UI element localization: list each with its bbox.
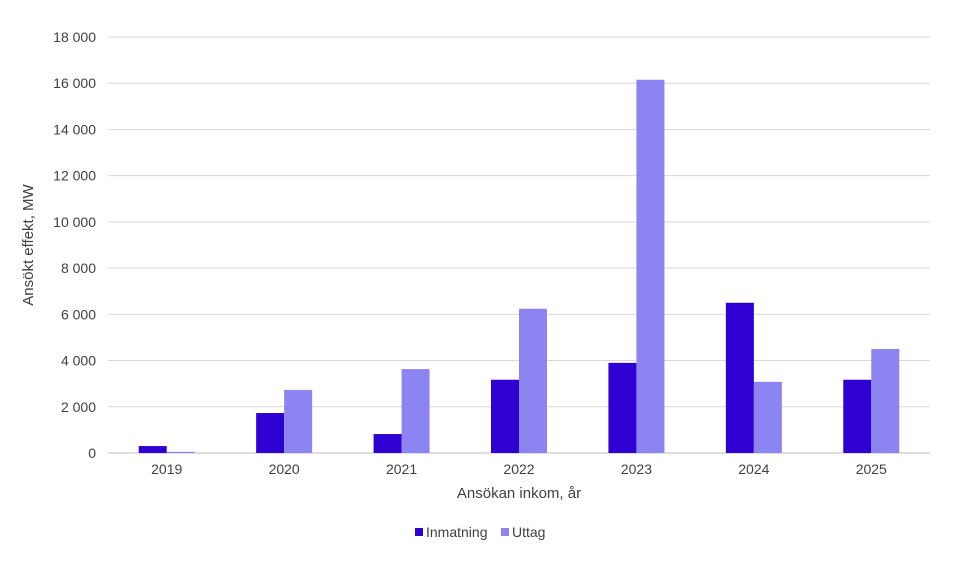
y-tick-label: 6 000 — [61, 306, 96, 322]
gridlines — [108, 36, 930, 454]
y-tick-label: 12 000 — [53, 168, 96, 184]
x-tick-label: 2019 — [151, 461, 182, 477]
legend-swatch-inmatning — [415, 528, 423, 536]
y-tick-label: 8 000 — [61, 260, 96, 276]
bar-inmatning-2020 — [256, 413, 285, 453]
y-tick-label: 0 — [88, 445, 96, 461]
bar-uttag-2019 — [166, 451, 195, 453]
legend: Inmatning Uttag — [415, 524, 545, 540]
y-tick-label: 18 000 — [53, 29, 96, 45]
x-tick-label: 2020 — [269, 461, 300, 477]
bar-inmatning-2025 — [843, 379, 872, 453]
bar-inmatning-2022 — [491, 379, 519, 453]
bar-uttag-2023 — [636, 79, 665, 453]
x-tick-label: 2023 — [621, 461, 652, 477]
bar-inmatning-2024 — [725, 302, 754, 453]
x-tick-label: 2021 — [386, 461, 417, 477]
bar-uttag-2021 — [401, 369, 430, 453]
bar-inmatning-2019 — [138, 446, 167, 453]
x-tick-label: 2024 — [738, 461, 769, 477]
bar-uttag-2024 — [753, 381, 782, 453]
y-axis-ticks: 0 2 000 4 000 6 000 8 000 10 000 12 000 14 000 1… — [53, 29, 96, 461]
y-tick-label: 4 000 — [61, 353, 96, 369]
legend-label-uttag: Uttag — [512, 524, 545, 540]
bar-inmatning-2023 — [608, 362, 637, 453]
bars — [138, 79, 900, 453]
x-axis-title: Ansökan inkom, år — [457, 485, 581, 502]
y-axis-title: Ansökt effekt, MW — [20, 183, 37, 305]
legend-label-inmatning: Inmatning — [426, 524, 487, 540]
x-tick-label: 2025 — [856, 461, 887, 477]
bar-uttag-2022 — [519, 308, 547, 453]
bar-inmatning-2021 — [373, 434, 402, 453]
bar-uttag-2025 — [871, 349, 900, 453]
y-tick-label: 14 000 — [53, 121, 96, 137]
x-axis-ticks: 2019 2020 2021 2022 2023 2024 2025 — [151, 461, 887, 477]
legend-swatch-uttag — [501, 528, 509, 536]
y-tick-label: 2 000 — [61, 399, 96, 415]
x-tick-label: 2022 — [503, 461, 534, 477]
bar-uttag-2020 — [284, 389, 313, 453]
y-tick-label: 10 000 — [53, 214, 96, 230]
y-tick-label: 16 000 — [53, 75, 96, 91]
